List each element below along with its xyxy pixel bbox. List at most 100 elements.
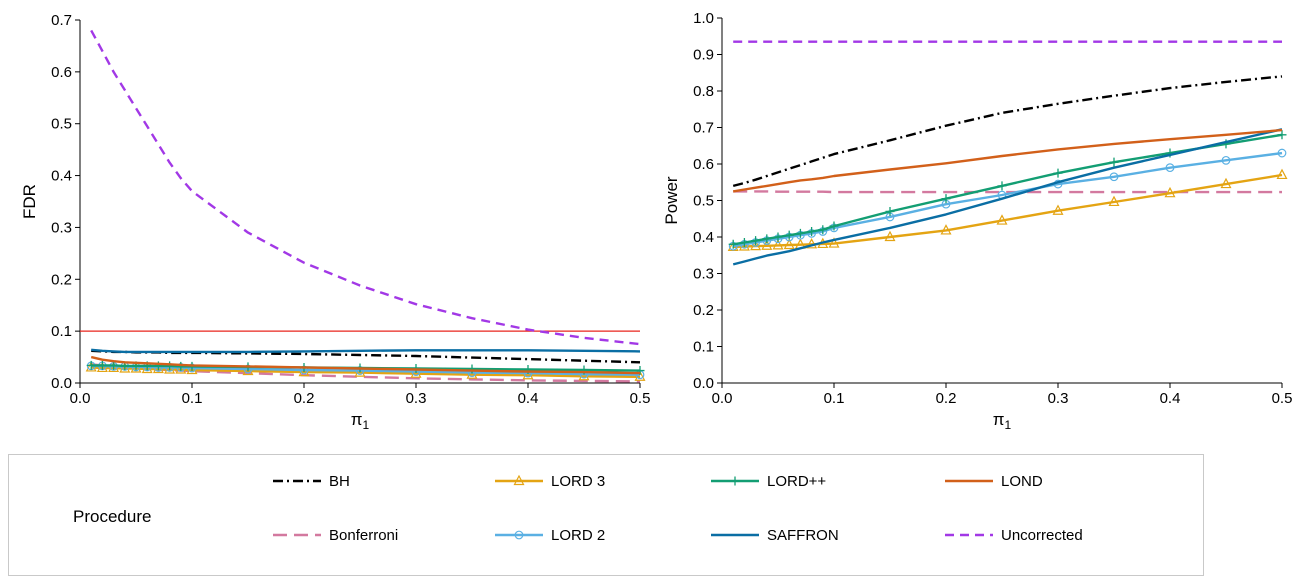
legend-marker-lordplusplus [730,476,740,486]
fdr-series-uncorrected [90,29,641,346]
fdr-point-lord-3 [96,361,108,373]
fdr-point-lordplusplus [176,361,186,371]
power-point-lordplusplus [1053,168,1063,178]
fdr-y-tick-label: 0.0 [51,375,72,392]
power-series-lond [732,128,1283,193]
legend-item-lord-3: LORD 3 [493,472,605,490]
power-series-lord-3 [727,168,1288,251]
power-series-bonferroni [733,190,1282,194]
power-x-tick-label: 0.5 [1272,390,1293,407]
legend: Procedure BH LORD 3 LORD++ LOND Bonferroni LO… [8,454,1204,576]
power-point-lord-3 [1108,195,1120,207]
fdr-y-tick-label: 0.2 [51,271,72,288]
fdr-point-lordplusplus [86,360,96,370]
legend-label-bh: BH [329,472,350,490]
legend-item-uncorrected: Uncorrected [943,526,1083,544]
power-point-lordplusplus [762,234,772,244]
power-point-lordplusplus [885,206,895,216]
fdr-point-lord-3 [175,363,187,374]
power-y-tick-label: 0.5 [693,193,714,210]
power-point-lordplusplus [739,237,749,247]
power-point-lordplusplus [751,236,761,246]
power-panel: 0.0 0.1 0.2 0.3 0.4 0.5 0.6 0.7 0.8 0.9 1.0 0.0 0.1 0… [662,10,1292,432]
legend-label-bonferroni: Bonferroni [329,526,399,544]
fdr-y-tick-label: 0.5 [51,116,72,133]
fdr-y-tick-label: 0.3 [51,219,72,236]
legend-swatch-saffron [711,533,759,537]
fdr-point-lord-3 [410,367,422,378]
fdr-point-lord-3 [298,365,310,377]
power-point-lord-3 [761,239,773,250]
power-series-lord-2 [728,148,1287,251]
legend-item-lordplusplus: LORD++ [709,472,826,490]
power-y-label: Power [662,176,681,225]
fdr-x-tick-label: 0.1 [182,390,203,407]
legend-swatch-bonferroni [273,533,321,537]
power-point-lordplusplus [1277,130,1287,140]
charts-area: 0.00.10.20.30.40.50.60.70.0 0.1 0.2 0.3 0.4 0… [20,10,1292,432]
power-point-lordplusplus [728,239,738,249]
power-y-tick-label: 1.0 [693,10,714,27]
fdr-point-lordplusplus [165,361,175,371]
power-point-lord-3 [828,237,840,248]
legend-swatch-lord-3 [495,474,543,486]
legend-swatch-uncorrected [945,533,993,537]
power-x-tick-label: 0.1 [824,390,845,407]
legend-label-lordplusplus: LORD++ [767,472,827,490]
fdr-point-lord-3 [522,368,534,380]
power-point-lordplusplus [773,232,783,242]
power-point-lord-3 [806,238,818,249]
power-y-tick-label: 0.7 [693,120,714,137]
power-point-lord-3 [1052,204,1064,215]
fdr-panel: 0.0 0.1 0.2 0.3 0.4 0.5 0.6 0.7 0.0 0.1 0.2 0.3 0.4 0… [20,12,650,432]
fdr-line-uncorrected [90,29,641,346]
legend-item-bh: BH [271,472,350,490]
legend-item-lond: LOND [943,472,1043,490]
fdr-point-lord-3 [354,366,366,377]
fdr-y-tick-label: 0.6 [51,64,72,81]
power-x-label: π1 [993,410,1012,432]
fdr-series-lond [90,355,641,375]
fdr-x-tick-label: 0.0 [70,390,91,407]
power-point-lord-3 [783,238,795,250]
legend-item-saffron: SAFFRON [709,526,839,544]
fdr-y-tick-label: 0.7 [51,12,72,29]
legend-item-lord-2: LORD 2 [493,526,605,544]
fdr-point-lord-3 [578,369,590,381]
power-line-saffron [732,128,1283,266]
legend-swatch-lord-2 [495,530,543,540]
power-y-tick-label: 0.0 [693,375,714,392]
fdr-y-tick-label: 0.1 [51,323,72,340]
fdr-point-lord-3 [119,362,131,373]
power-point-lord-2 [1165,163,1175,173]
legend-title: Procedure [73,507,152,526]
power-point-lord-3 [940,224,952,235]
legend-swatch-lond [945,479,993,483]
legend-item-bonferroni: Bonferroni [271,526,398,544]
fdr-point-lord-3 [634,370,646,381]
fdr-point-lordplusplus [467,364,477,374]
fdr-point-lordplusplus [97,360,107,370]
legend-marker-lord-3 [513,474,525,486]
power-x-tick-label: 0.0 [712,390,733,407]
power-point-lord-3 [1276,168,1288,180]
power-line-lord-2 [733,151,1283,248]
power-point-lordplusplus [1109,157,1119,167]
legend-label-lord-2: LORD 2 [551,526,606,544]
power-point-lordplusplus [829,221,839,231]
power-y-tick-label: 0.1 [693,339,714,356]
power-point-lord-2 [1109,172,1119,182]
legend-label-uncorrected: Uncorrected [1001,526,1083,544]
power-line-lord-3 [733,173,1283,249]
legend-swatch-bh [273,479,321,483]
legend-marker-lord-2 [514,530,524,540]
power-point-lord-3 [1220,177,1232,189]
fdr-x-tick-label: 0.4 [518,390,539,407]
fdr-line-saffron [91,348,641,354]
power-y-tick-label: 0.6 [693,156,714,173]
fdr-point-lordplusplus [635,366,645,376]
power-point-lordplusplus [818,225,828,235]
power-x-tick-label: 0.3 [1048,390,1069,407]
power-y-tick-label: 0.8 [693,83,714,100]
legend-label-lord-3: LORD 3 [551,472,606,490]
